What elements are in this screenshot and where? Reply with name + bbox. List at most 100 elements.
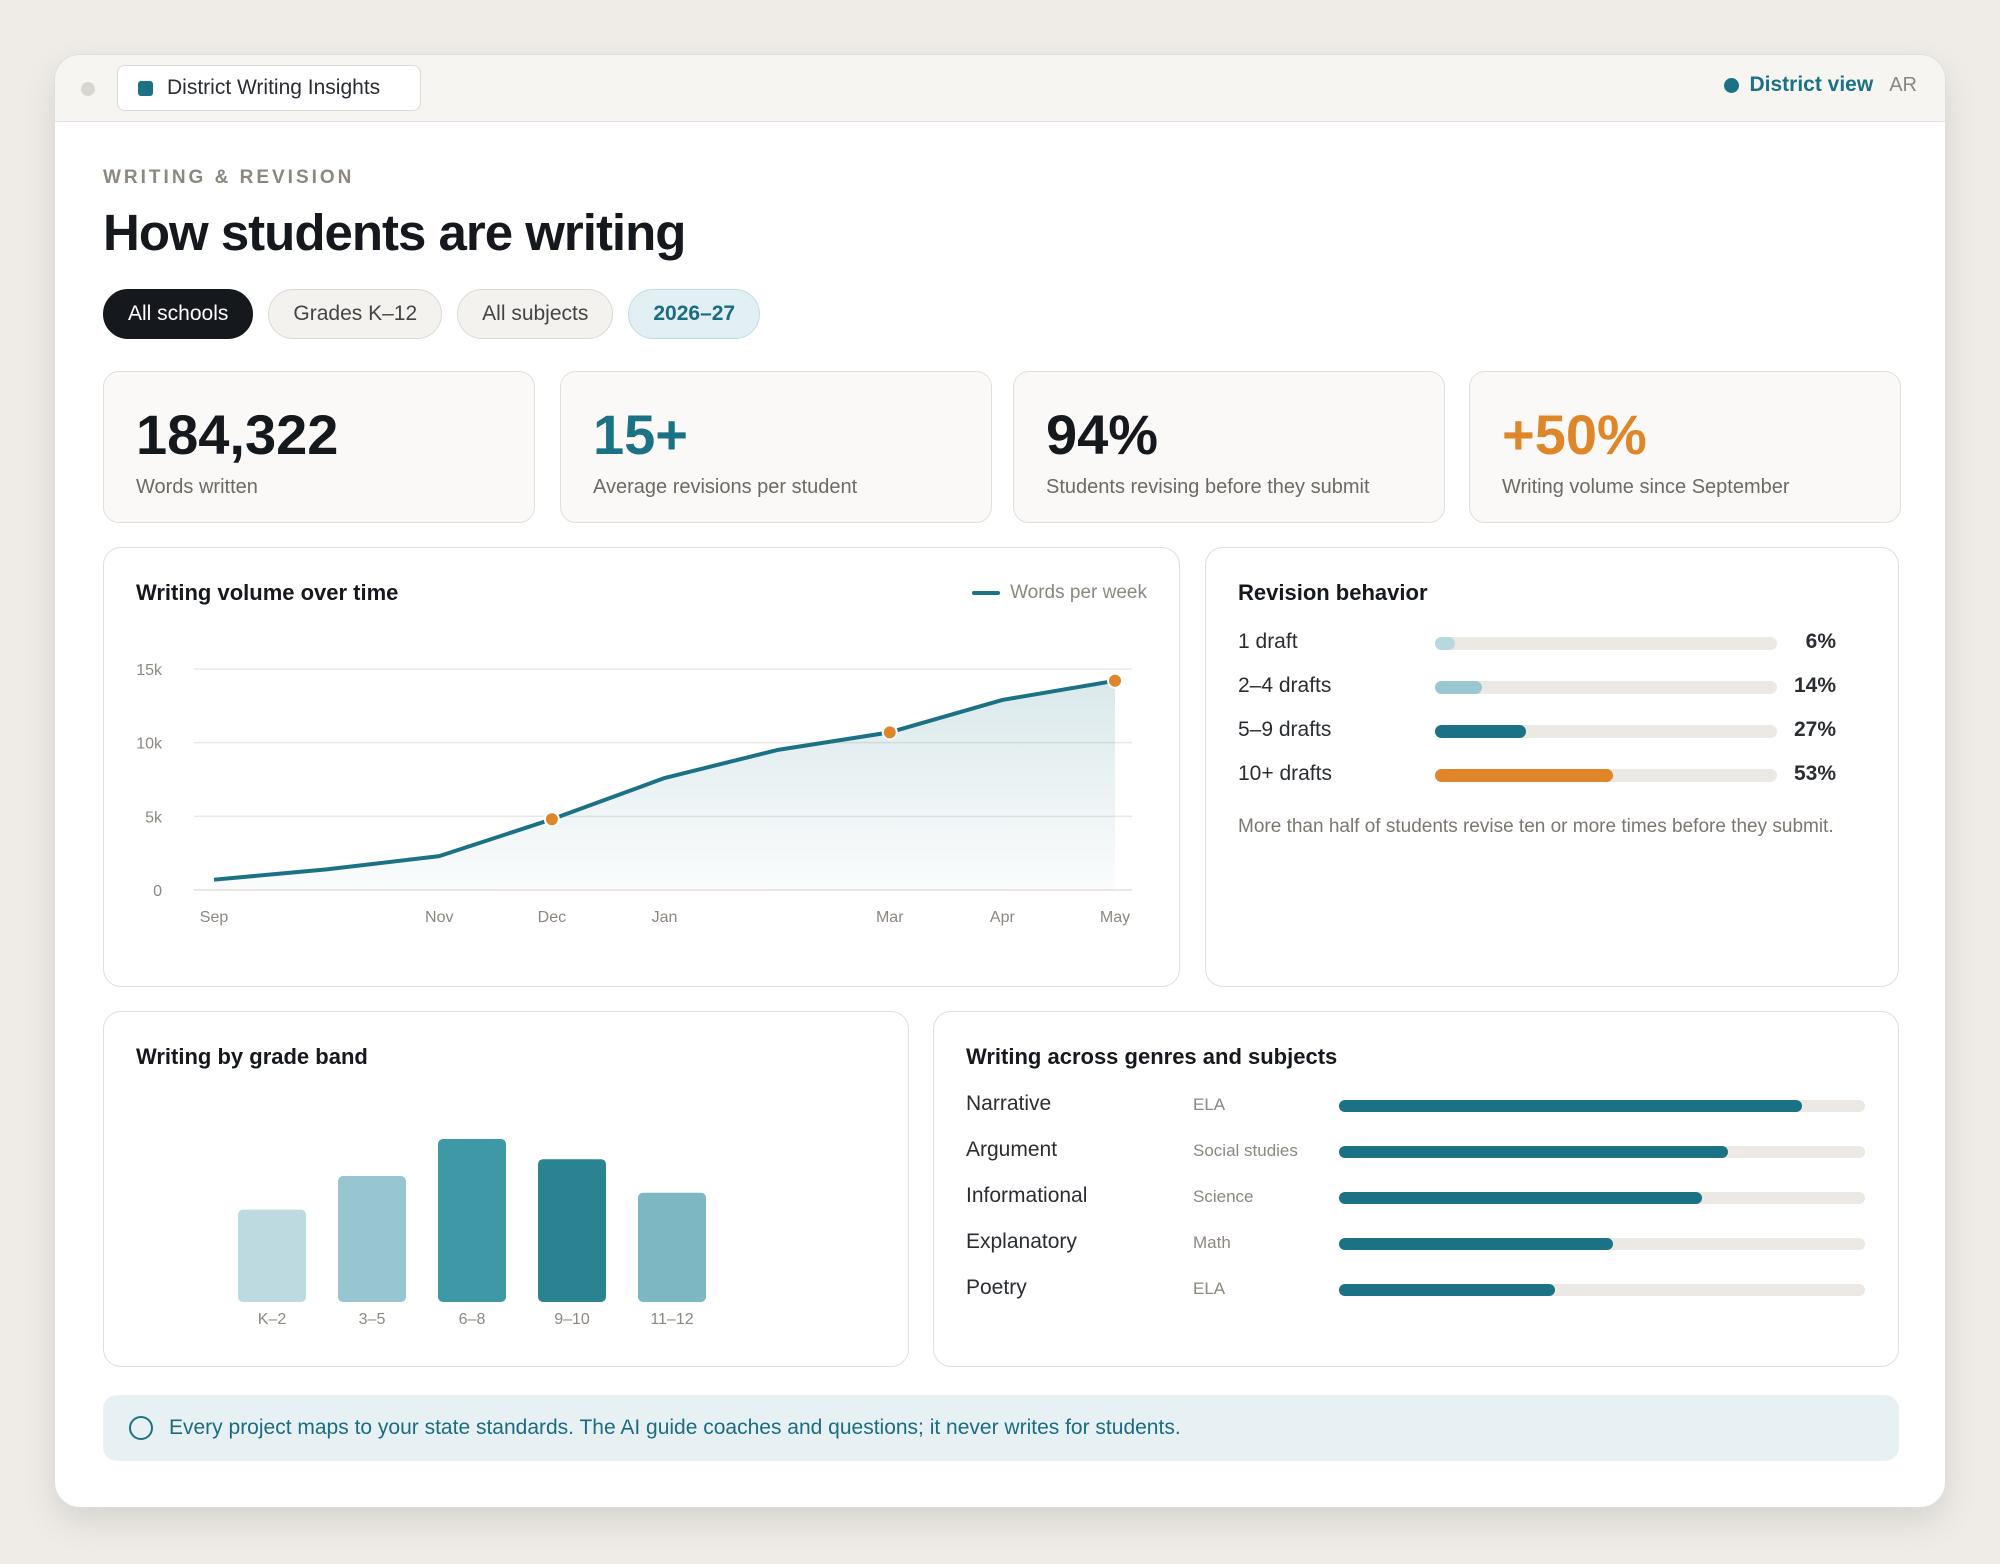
kpi-value: +50% xyxy=(1502,403,1647,466)
card-title: Writing across genres and subjects xyxy=(966,1044,1338,1069)
standards-banner: Every project maps to your state standar… xyxy=(103,1395,1899,1461)
card-title: Writing by grade band xyxy=(136,1044,368,1069)
filter-chip-year[interactable]: 2026–27 xyxy=(628,289,761,339)
app-title: District Writing Insights xyxy=(167,76,381,99)
x-tick-label: K–2 xyxy=(258,1311,287,1328)
kpi-card-revising: 94% Students revising before they submit xyxy=(1013,371,1445,523)
kpi-caption: Words written xyxy=(136,476,258,498)
x-tick-label: Jan xyxy=(652,909,678,926)
genre-bar-track xyxy=(1339,1192,1865,1204)
x-tick-label: 11–12 xyxy=(650,1311,693,1328)
genres-card: Writing across genres and subjects Narra… xyxy=(933,1011,1899,1367)
district-view-toggle[interactable]: District view AR xyxy=(1724,73,1917,97)
revision-pct: 6% xyxy=(1805,630,1836,653)
app-window: District Writing Insights District view … xyxy=(54,54,1946,1508)
revision-pct: 14% xyxy=(1793,674,1836,697)
genre-row: Explanatory Math xyxy=(966,1228,1886,1258)
revision-label: 1 draft xyxy=(1238,630,1298,653)
bar-11–12 xyxy=(638,1192,706,1302)
revision-pct: 27% xyxy=(1793,718,1836,741)
revision-label: 5–9 drafts xyxy=(1238,718,1332,741)
kpi-caption: Average revisions per student xyxy=(593,476,858,498)
revision-bar-track xyxy=(1435,681,1777,694)
window-control-dot[interactable] xyxy=(81,82,95,96)
revision-pct: 53% xyxy=(1793,762,1836,785)
revision-label: 2–4 drafts xyxy=(1238,674,1332,697)
revision-row: 2–4 drafts 14% xyxy=(1238,672,1868,702)
revision-label: 10+ drafts xyxy=(1238,762,1332,785)
x-tick-label: 3–5 xyxy=(359,1311,386,1328)
legend-swatch xyxy=(972,591,1001,595)
revision-bar-fill xyxy=(1435,725,1526,738)
revision-bar-track xyxy=(1435,725,1777,738)
data-point xyxy=(881,724,898,741)
kpi-value: 15+ xyxy=(593,403,688,466)
revision-bar-fill xyxy=(1435,769,1613,782)
revision-note: More than half of students revise ten or… xyxy=(1238,816,1834,837)
subject-label: Math xyxy=(1193,1233,1231,1252)
genre-bar-fill xyxy=(1339,1146,1729,1158)
district-view-label[interactable]: District view xyxy=(1749,73,1874,96)
page-title: How students are writing xyxy=(103,204,686,261)
genre-bar-fill xyxy=(1339,1284,1555,1296)
card-title: Writing volume over time xyxy=(136,580,399,605)
revision-row: 5–9 drafts 27% xyxy=(1238,716,1868,746)
revision-row: 1 draft 6% xyxy=(1238,628,1868,658)
subject-label: Social studies xyxy=(1193,1141,1298,1160)
genre-bar-track xyxy=(1339,1238,1865,1250)
writing-volume-chart: 0 5k 10k 15k Sep Nov Dec Jan Mar Apr May xyxy=(136,662,1132,926)
y-tick-label: 5k xyxy=(145,809,163,826)
filter-chip-schools[interactable]: All schools xyxy=(103,289,254,339)
grade-band-card: Writing by grade band K–2 3–5 6–8 9–10 11–12 xyxy=(103,1011,909,1367)
data-point xyxy=(1107,672,1123,689)
kpi-card-words: 184,322 Words written xyxy=(103,371,535,523)
revision-bar-fill xyxy=(1435,681,1482,694)
revision-bar-track xyxy=(1435,769,1777,782)
kpi-card-volume: +50% Writing volume since September xyxy=(1469,371,1901,523)
x-tick-label: Mar xyxy=(876,909,904,926)
app-tab[interactable]: District Writing Insights xyxy=(117,65,421,111)
y-tick-label: 15k xyxy=(136,662,163,679)
genre-bar-track xyxy=(1339,1146,1865,1158)
genre-label: Argument xyxy=(966,1138,1058,1161)
genre-bar-track xyxy=(1339,1284,1865,1296)
bar-3–5 xyxy=(338,1176,406,1302)
revision-bar-track xyxy=(1435,637,1777,650)
x-tick-label: 6–8 xyxy=(459,1311,486,1328)
revision-row: 10+ drafts 53% xyxy=(1238,760,1868,790)
bar-9–10 xyxy=(538,1159,606,1302)
info-circle-icon xyxy=(129,1416,153,1440)
genre-label: Narrative xyxy=(966,1092,1052,1115)
kpi-value: 184,322 xyxy=(136,403,339,466)
data-point xyxy=(543,811,560,828)
genre-label: Explanatory xyxy=(966,1230,1077,1253)
revision-bar-fill xyxy=(1435,637,1456,650)
genre-bar-fill xyxy=(1339,1192,1702,1204)
series-line xyxy=(213,678,1116,882)
user-initials[interactable]: AR xyxy=(1889,73,1917,96)
genre-row: Informational Science xyxy=(966,1182,1886,1212)
filter-chip-grades[interactable]: Grades K–12 xyxy=(268,289,443,339)
x-tick-label: Apr xyxy=(990,909,1016,926)
page-eyebrow: WRITING & REVISION xyxy=(103,167,355,188)
genre-bar-track xyxy=(1339,1100,1865,1112)
y-tick-label: 10k xyxy=(136,736,163,753)
y-tick-label: 0 xyxy=(153,883,162,900)
bar-K–2 xyxy=(238,1209,306,1302)
card-title: Revision behavior xyxy=(1238,580,1428,605)
genre-row: Poetry ELA xyxy=(966,1274,1886,1304)
title-bar: District Writing Insights District view … xyxy=(55,55,1945,122)
chart-legend: Words per week xyxy=(972,582,1147,604)
filter-bar: All schools Grades K–12 All subjects 202… xyxy=(103,289,761,339)
subject-label: Science xyxy=(1193,1187,1254,1206)
revision-behavior-card: Revision behavior 1 draft 6% 2–4 drafts … xyxy=(1205,547,1899,987)
x-tick-label: May xyxy=(1100,909,1130,926)
writing-volume-card: Writing volume over time Words per week … xyxy=(103,547,1180,987)
x-tick-label: Nov xyxy=(425,909,453,926)
grade-band-chart: K–2 3–5 6–8 9–10 11–12 xyxy=(238,1139,706,1328)
subject-label: ELA xyxy=(1193,1279,1226,1298)
filter-chip-subjects[interactable]: All subjects xyxy=(457,289,614,339)
genre-row: Argument Social studies xyxy=(966,1136,1886,1166)
kpi-card-revisions: 15+ Average revisions per student xyxy=(560,371,992,523)
genre-label: Poetry xyxy=(966,1276,1027,1299)
